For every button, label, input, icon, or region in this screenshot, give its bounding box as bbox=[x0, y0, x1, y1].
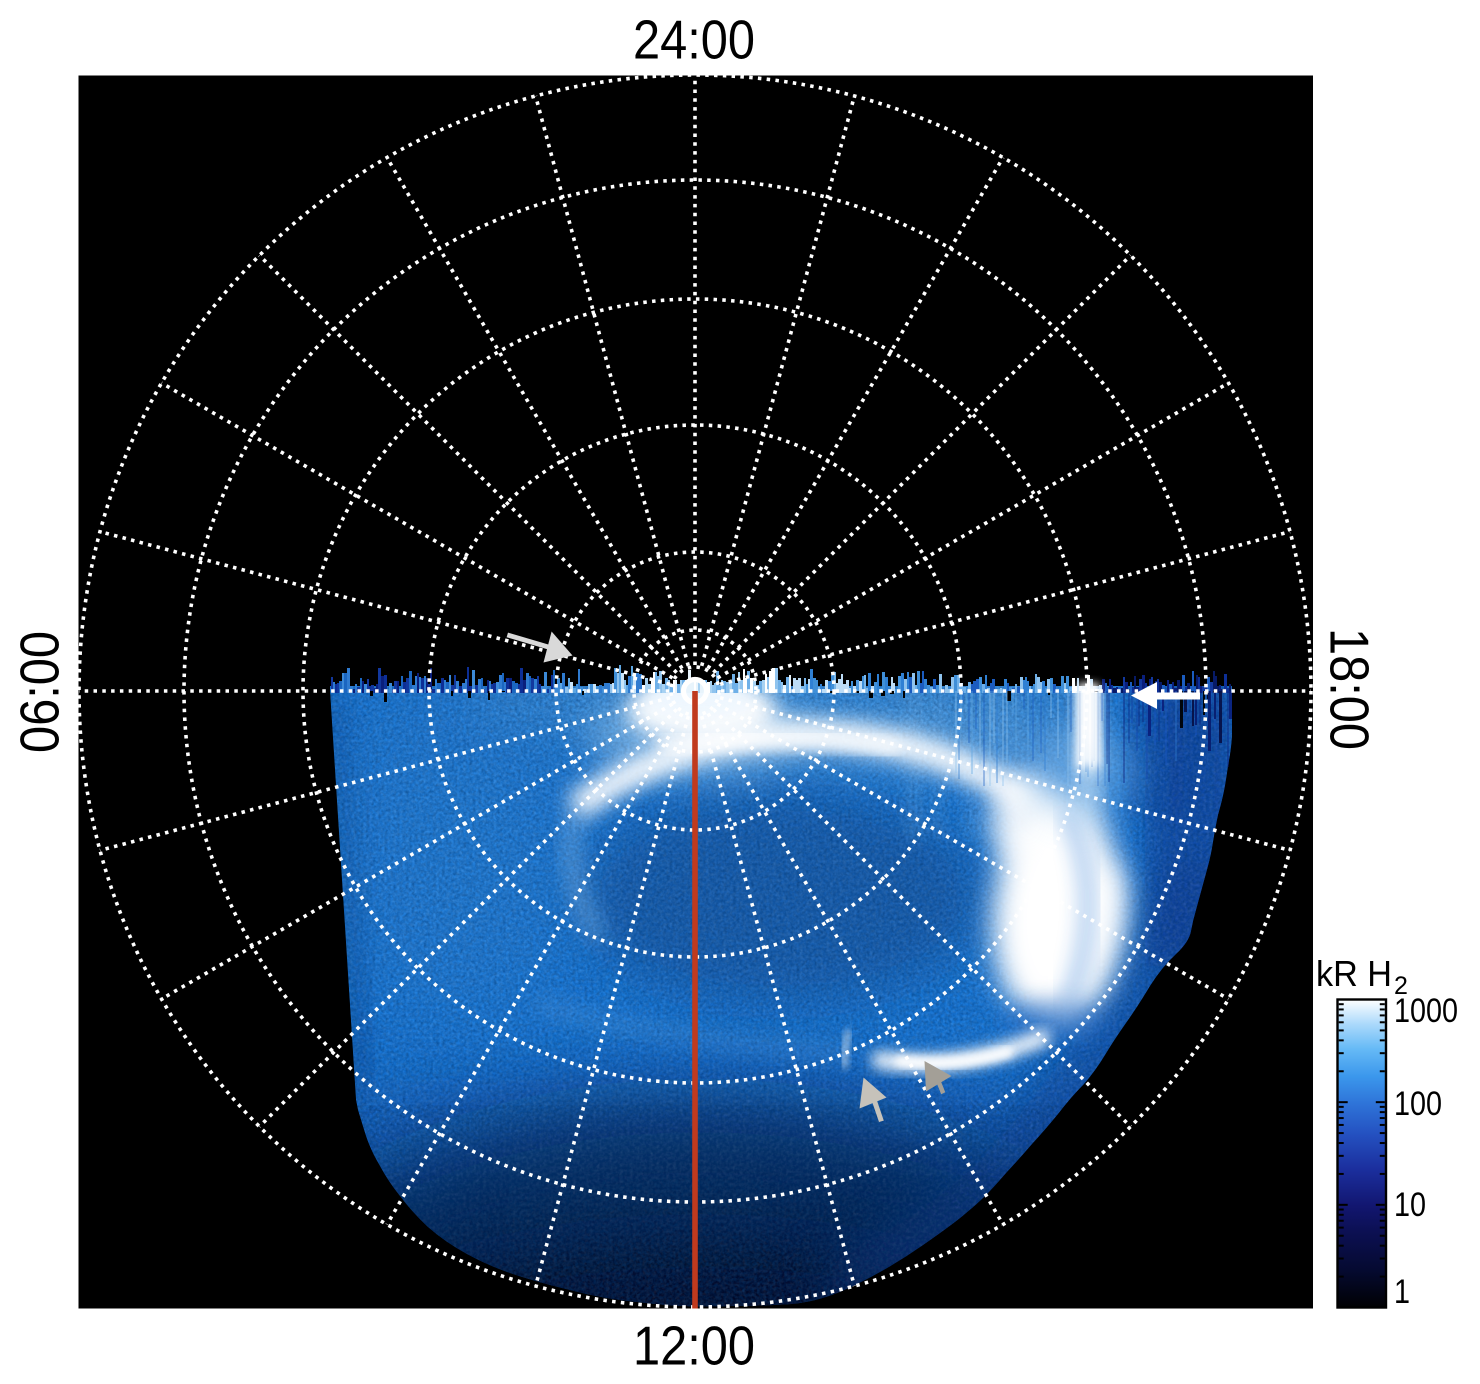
svg-text:1000: 1000 bbox=[1394, 992, 1458, 1030]
svg-text:1: 1 bbox=[1394, 1273, 1410, 1311]
svg-text:06:00: 06:00 bbox=[9, 631, 71, 753]
svg-text:kR H: kR H bbox=[1316, 953, 1392, 994]
svg-text:100: 100 bbox=[1394, 1085, 1442, 1123]
svg-text:10: 10 bbox=[1394, 1186, 1426, 1224]
svg-text:2: 2 bbox=[1394, 972, 1408, 1000]
svg-text:12:00: 12:00 bbox=[633, 1315, 755, 1377]
svg-text:24:00: 24:00 bbox=[633, 9, 755, 71]
svg-text:18:00: 18:00 bbox=[1319, 628, 1381, 750]
